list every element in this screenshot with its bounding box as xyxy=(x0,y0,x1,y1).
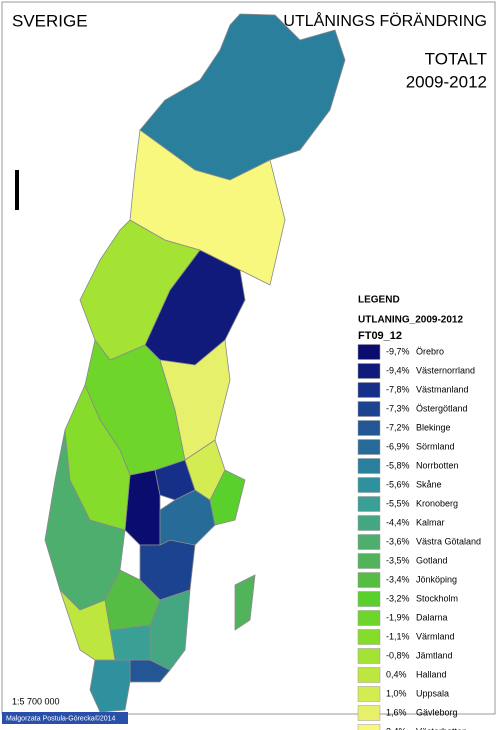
frame xyxy=(1,1,496,715)
legend-name: Gotland xyxy=(416,555,448,565)
credit-box xyxy=(2,712,128,724)
legend-swatch xyxy=(357,363,381,379)
county xyxy=(234,574,256,631)
legend-value: 1,0% xyxy=(386,688,407,698)
legend-value: -1,9% xyxy=(386,612,410,622)
legend-value: -7,8% xyxy=(386,384,410,394)
legend-name: Västmanland xyxy=(416,384,469,394)
legend-name: Dalarna xyxy=(416,612,448,622)
legend-value: -7,2% xyxy=(386,422,410,432)
legend-swatch xyxy=(357,686,381,702)
legend-swatch xyxy=(357,534,381,550)
county xyxy=(64,384,131,531)
legend-name: Västernorrland xyxy=(416,365,475,375)
legend-name: Värmland xyxy=(416,631,455,641)
legend-name: Västra Götaland xyxy=(416,536,481,546)
legend-name: Kronoberg xyxy=(416,498,458,508)
legend-value: -0,8% xyxy=(386,650,410,660)
legend-name: Norrbotten xyxy=(416,460,459,470)
map-title: UTLÅNINGS FÖRÄNDRING xyxy=(283,11,487,30)
legend-swatch xyxy=(357,382,381,398)
legend-name: Kalmar xyxy=(416,517,445,527)
county xyxy=(159,339,231,461)
legend-swatch xyxy=(357,401,381,417)
legend-value: -6,9% xyxy=(386,441,410,451)
legend-value: 1,6% xyxy=(386,707,407,717)
legend-swatch xyxy=(357,667,381,683)
legend-swatch xyxy=(357,439,381,455)
county xyxy=(129,129,286,286)
legend-swatch xyxy=(357,572,381,588)
legend-value: -5,6% xyxy=(386,479,410,489)
legend-name: Uppsala xyxy=(416,688,449,698)
legend-swatch xyxy=(357,344,381,360)
legend-name: Jämtland xyxy=(416,650,453,660)
legend-swatch xyxy=(357,591,381,607)
north-arrow xyxy=(13,160,19,210)
scale-label: 1:5 700 000 xyxy=(12,696,60,706)
legend-name: Skåne xyxy=(416,479,442,489)
legend-value: 0,4% xyxy=(386,669,407,679)
legend-layer: FT09_12 xyxy=(358,330,402,342)
map-period: 2009-2012 xyxy=(406,72,487,91)
legend-title: LEGEND xyxy=(358,295,400,306)
legend-name: Sörmland xyxy=(416,441,455,451)
county xyxy=(59,589,116,661)
legend-swatch xyxy=(357,458,381,474)
map-subtitle: TOTALT xyxy=(425,49,487,68)
legend-name: Blekinge xyxy=(416,422,451,432)
legend-value: -5,8% xyxy=(386,460,410,470)
legend-value: -7,3% xyxy=(386,403,410,413)
legend-swatch xyxy=(357,724,381,730)
legend-value: -3,5% xyxy=(386,555,410,565)
legend-value: -3,6% xyxy=(386,536,410,546)
county xyxy=(124,469,161,546)
legend-swatch xyxy=(357,420,381,436)
county xyxy=(109,624,151,661)
legend-field: UTLANING_2009-2012 xyxy=(358,315,463,326)
county xyxy=(89,659,131,713)
legend-swatch xyxy=(357,610,381,626)
legend-swatch xyxy=(357,553,381,569)
legend-name: Stockholm xyxy=(416,593,458,603)
legend-swatch xyxy=(357,648,381,664)
credit: Malgorzata Postula-Górecka©2014 xyxy=(6,714,116,722)
legend-value: -9,4% xyxy=(386,365,410,375)
legend-value: -1,1% xyxy=(386,631,410,641)
country-label: SVERIGE xyxy=(12,11,88,30)
legend-swatch xyxy=(357,629,381,645)
legend-name: Halland xyxy=(416,669,447,679)
legend-swatch xyxy=(357,705,381,721)
legend-name: Jönköping xyxy=(416,574,457,584)
legend-value: -5,5% xyxy=(386,498,410,508)
legend-value: -9,7% xyxy=(386,346,410,356)
legend-swatch xyxy=(357,477,381,493)
legend-name: Örebro xyxy=(416,346,444,356)
legend-swatch xyxy=(357,515,381,531)
legend-value: -3,4% xyxy=(386,574,410,584)
legend-value: -4,4% xyxy=(386,517,410,527)
legend-value: 3,4% xyxy=(386,726,407,730)
legend-swatch xyxy=(357,496,381,512)
legend-name: Gävleborg xyxy=(416,707,458,717)
legend-name: Västerbotten xyxy=(416,726,467,730)
legend-value: -3,2% xyxy=(386,593,410,603)
legend-name: Östergötland xyxy=(416,403,468,413)
